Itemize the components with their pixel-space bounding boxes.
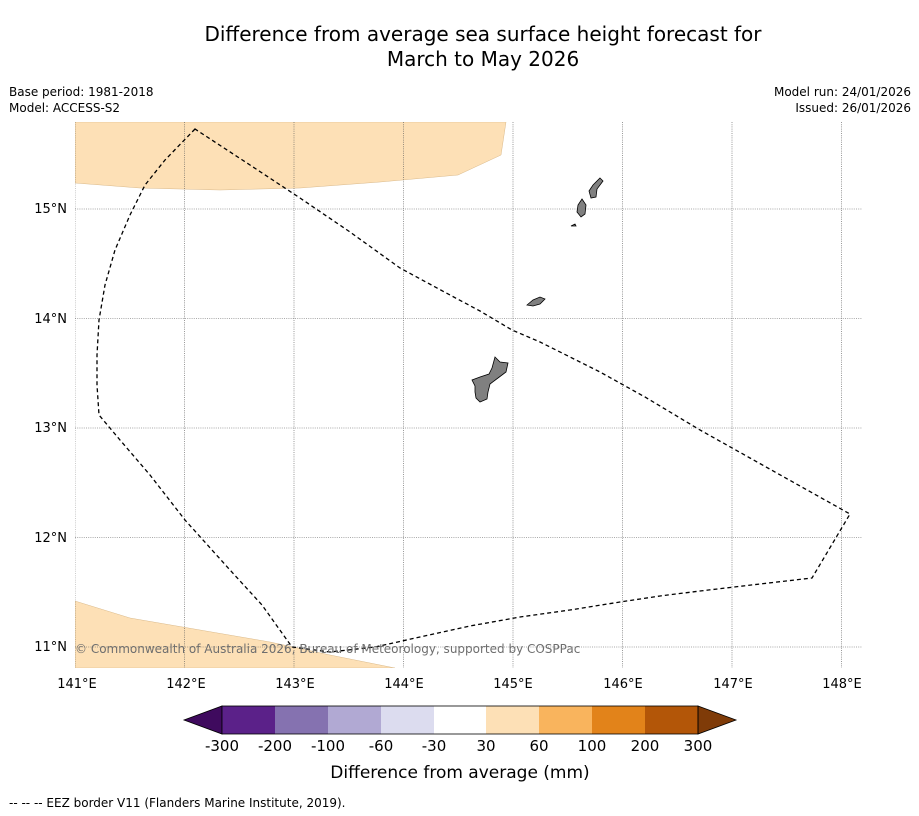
colorbar: -300 -200 -100 -60 -30 30 60 100 200 300…: [182, 705, 738, 783]
lon-tick: 146°E: [603, 677, 643, 692]
aguijan-island: [570, 223, 577, 227]
colorbar-segment: [645, 706, 698, 734]
lat-tick: 14°N: [34, 312, 67, 327]
lon-tick: 148°E: [822, 677, 862, 692]
lon-tick: 145°E: [493, 677, 533, 692]
title-line-1: Difference from average sea surface heig…: [204, 22, 762, 46]
colorbar-segment: [434, 706, 486, 734]
colorbar-segment: [592, 706, 645, 734]
lat-tick: 15°N: [34, 202, 67, 217]
tinian-island: [576, 198, 587, 218]
lat-tick: 11°N: [34, 640, 67, 655]
colorbar-tick: 30: [476, 737, 495, 755]
colorbar-extend-min: [182, 705, 223, 735]
metadata-left: Base period: 1981-2018 Model: ACCESS-S2: [9, 84, 154, 116]
metadata-right: Model run: 24/01/2026 Issued: 26/01/2026: [774, 84, 911, 116]
lon-tick: 144°E: [384, 677, 424, 692]
colorbar-extend-max: [697, 705, 738, 735]
lat-tick: 13°N: [34, 421, 67, 436]
colorbar-tick: -30: [422, 737, 447, 755]
saipan-island: [588, 177, 604, 199]
colorbar-tick: -200: [258, 737, 292, 755]
grid-lines: [75, 122, 862, 668]
lon-tick: 147°E: [713, 677, 753, 692]
colorbar-tick: 100: [578, 737, 607, 755]
colorbar-segment: [328, 706, 381, 734]
colorbar-title: Difference from average (mm): [330, 763, 589, 783]
model-run-text: Model run: 24/01/2026: [773, 85, 911, 99]
colorbar-tick: 300: [684, 737, 713, 755]
colorbar-tick: -60: [369, 737, 394, 755]
map-panel: © Commonwealth of Australia 2026, Bureau…: [75, 122, 862, 668]
guam-island: [471, 356, 509, 403]
colorbar-outline: [221, 705, 699, 735]
colorbar-tick: -100: [311, 737, 345, 755]
colorbar-segment: [539, 706, 592, 734]
colorbar-segment: [275, 706, 328, 734]
model-text: Model: ACCESS-S2: [9, 101, 121, 115]
colorbar-segment: [486, 706, 539, 734]
lat-tick: 12°N: [34, 531, 67, 546]
copyright-text: © Commonwealth of Australia 2026, Bureau…: [75, 642, 580, 656]
title-line-2: March to May 2026: [386, 47, 580, 71]
lon-tick: 143°E: [275, 677, 315, 692]
rota-island: [526, 296, 546, 307]
base-period-text: Base period: 1981-2018: [9, 85, 154, 99]
eez-border: [96, 128, 851, 653]
anomaly-area-southwest: [75, 600, 396, 668]
colorbar-tick: -300: [205, 737, 239, 755]
issued-text: Issued: 26/01/2026: [795, 101, 911, 115]
colorbar-segment: [381, 706, 434, 734]
colorbar-tick: 60: [529, 737, 548, 755]
colorbar-segment: [222, 706, 275, 734]
lon-tick: 142°E: [166, 677, 206, 692]
eez-footnote: -- -- -- EEZ border V11 (Flanders Marine…: [9, 796, 346, 810]
map-title: Difference from average sea surface heig…: [0, 22, 919, 72]
land-masses: [471, 177, 604, 403]
anomaly-area-north: [75, 122, 507, 191]
longitude-labels: 141°E 142°E 143°E 144°E 145°E 146°E 147°…: [57, 677, 862, 692]
colorbar-labels: -300 -200 -100 -60 -30 30 60 100 200 300: [205, 737, 712, 755]
latitude-labels: 15°N 14°N 13°N 12°N 11°N: [34, 202, 67, 655]
colorbar-tick: 200: [631, 737, 660, 755]
lon-tick: 141°E: [57, 677, 97, 692]
